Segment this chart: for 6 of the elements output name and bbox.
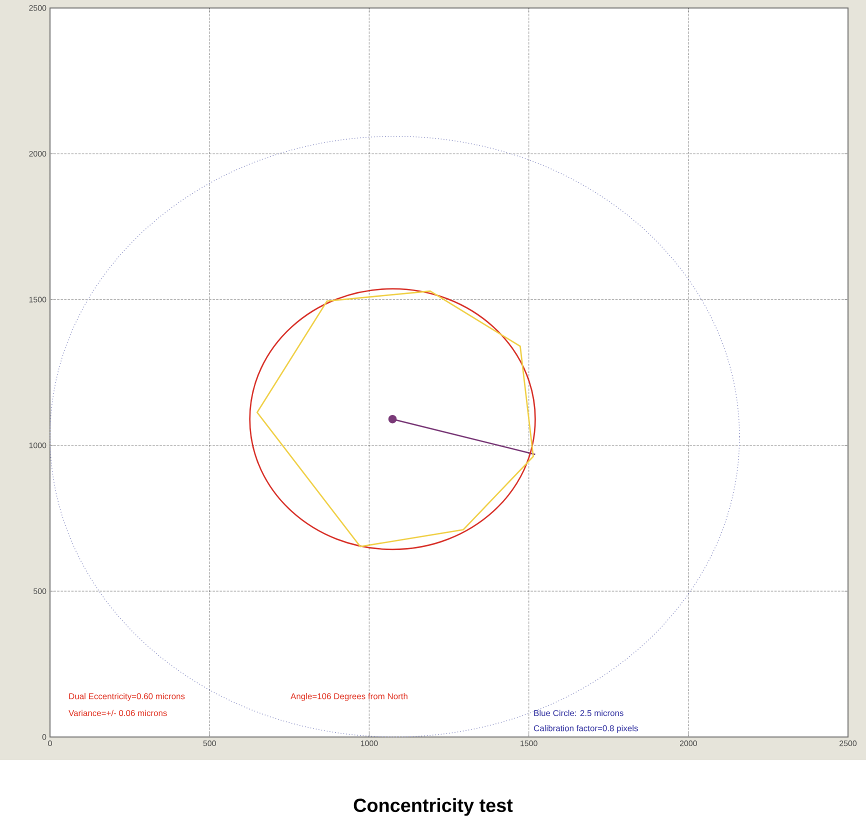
annotation: Blue Circle: 2.5 microns <box>534 710 624 716</box>
annotation: Dual Eccentricity=0.60 microns <box>69 693 185 701</box>
text: Concentricity test <box>354 798 513 816</box>
annotation: Calibration factor=0.8 pixels <box>534 725 638 733</box>
annotation: Angle=106 Degrees from North <box>290 693 408 701</box>
annotation: Variance=+/- 0.06 microns <box>68 710 167 716</box>
